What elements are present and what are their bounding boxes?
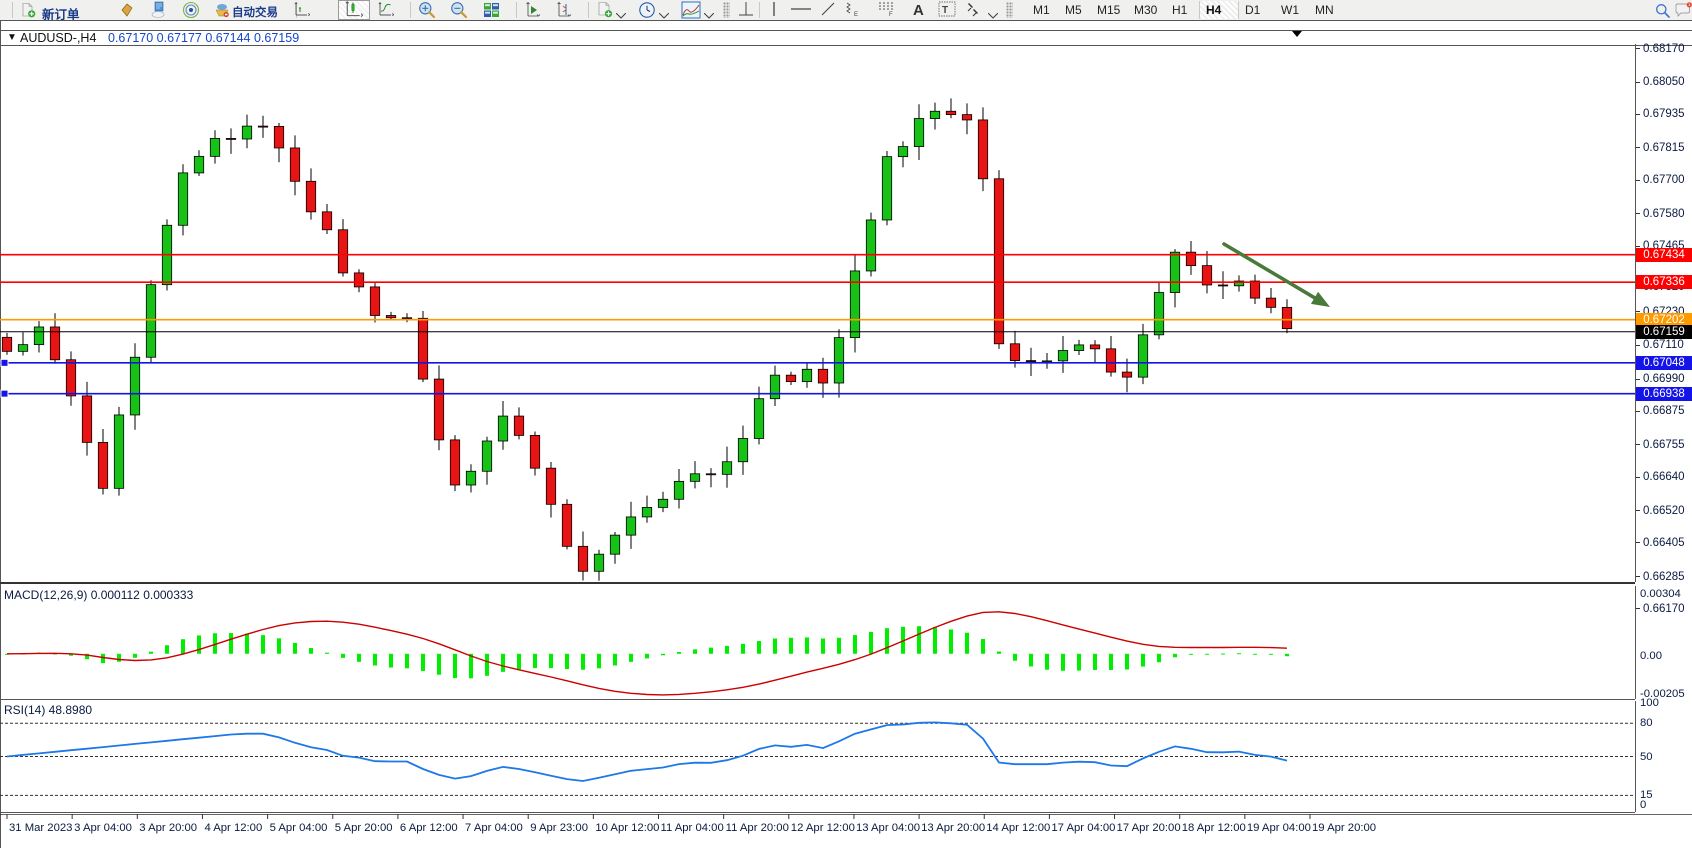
svg-text:5 Apr 04:00: 5 Apr 04:00	[270, 822, 328, 834]
svg-text:19 Apr 20:00: 19 Apr 20:00	[1312, 822, 1376, 834]
svg-text:1: 1	[1688, 3, 1690, 7]
svg-text:19 Apr 04:00: 19 Apr 04:00	[1247, 822, 1311, 834]
svg-text:31 Mar 2023: 31 Mar 2023	[9, 822, 72, 834]
svg-text:F: F	[889, 12, 893, 17]
svg-text:13 Apr 04:00: 13 Apr 04:00	[856, 822, 920, 834]
svg-text:18 Apr 12:00: 18 Apr 12:00	[1182, 822, 1246, 834]
svg-text:7 Apr 04:00: 7 Apr 04:00	[465, 822, 523, 834]
svg-text:11 Apr 20:00: 11 Apr 20:00	[726, 822, 789, 834]
svg-text:17 Apr 20:00: 17 Apr 20:00	[1117, 822, 1181, 834]
svg-text:9 Apr 23:00: 9 Apr 23:00	[530, 822, 588, 834]
svg-text:3 Apr 20:00: 3 Apr 20:00	[139, 822, 197, 834]
svg-text:4 Apr 12:00: 4 Apr 12:00	[204, 822, 262, 834]
svg-text:5 Apr 20:00: 5 Apr 20:00	[335, 822, 393, 834]
svg-text:12 Apr 12:00: 12 Apr 12:00	[791, 822, 855, 834]
svg-text:10 Apr 12:00: 10 Apr 12:00	[595, 822, 659, 834]
svg-text:6 Apr 12:00: 6 Apr 12:00	[400, 822, 458, 834]
svg-text:14 Apr 12:00: 14 Apr 12:00	[986, 822, 1050, 834]
svg-text:E: E	[854, 12, 858, 17]
svg-text:11 Apr 04:00: 11 Apr 04:00	[661, 822, 724, 834]
svg-text:13 Apr 20:00: 13 Apr 20:00	[921, 822, 985, 834]
svg-text:17 Apr 04:00: 17 Apr 04:00	[1051, 822, 1115, 834]
svg-text:T: T	[942, 5, 948, 16]
svg-text:3 Apr 04:00: 3 Apr 04:00	[74, 822, 132, 834]
